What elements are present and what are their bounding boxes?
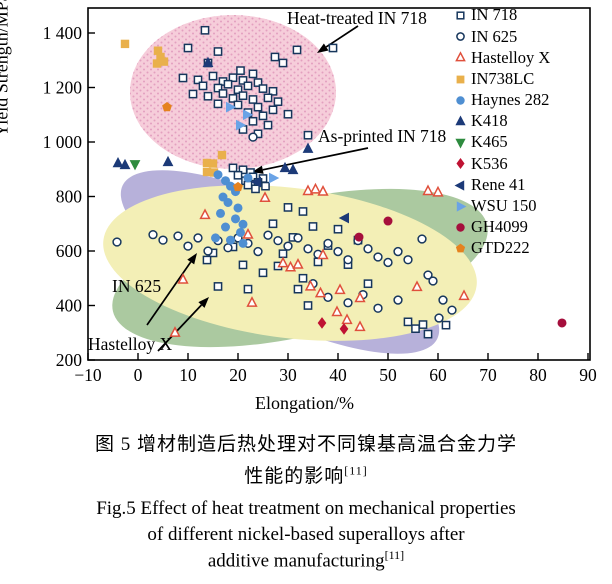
legend-label: IN738LC: [471, 68, 535, 88]
hastelloy-x-marker-icon: [455, 51, 466, 62]
annotation-in625: IN 625: [112, 276, 162, 296]
x-tick-label: 50: [379, 365, 397, 385]
legend-item-gh4099: GH4099: [454, 217, 550, 238]
x-tick-label: 90: [579, 365, 597, 385]
plot-legend: IN 718 IN 625 Hastelloy X IN738LC Haynes 282…: [454, 5, 550, 259]
legend-label: WSU 150: [471, 196, 537, 216]
annotation-as-printed-in718: As-printed IN 718: [318, 126, 447, 146]
caption-english-line3-text: additive manufacturing: [207, 550, 385, 572]
legend-item-k465: K465: [454, 132, 550, 153]
series-rene-41: [250, 176, 349, 224]
gh4099-marker-icon: [456, 223, 465, 232]
caption-chinese-line2-text: 性能的影响: [244, 466, 345, 487]
series-gh4099: [354, 216, 567, 328]
legend-label: Hastelloy X: [471, 47, 551, 67]
haynes-282-marker-icon: [456, 96, 465, 105]
y-tick-label: 400: [56, 296, 83, 316]
scatter-plot: −10 0 10 20 30 40 50 60 70 80 90 200 400 600 800 1 000 1…: [43, 7, 597, 385]
legend-item-haynes-282: Haynes 282: [454, 90, 550, 111]
y-tick-label: 1 400: [43, 23, 83, 43]
legend-label: Haynes 282: [471, 90, 550, 110]
legend-label: K465: [471, 132, 508, 152]
caption-english-line2: of different nickel-based superalloys af…: [147, 524, 465, 545]
x-tick-label: 60: [429, 365, 447, 385]
y-tick-label: 1 200: [43, 78, 83, 98]
annotation-arrow: [146, 253, 197, 326]
in-625-marker-icon: [456, 32, 465, 42]
series-gtd222: [162, 101, 243, 192]
caption-chinese-line2: 性能的影响[11]: [0, 461, 612, 488]
scatter-figure: −10 0 10 20 30 40 50 60 70 80 90 200 400 600 800 1 000 1…: [0, 0, 597, 413]
x-tick-label: 30: [279, 365, 297, 385]
legend-item-in738lc: IN738LC: [454, 69, 550, 90]
legend-item-gtd222: GTD222: [454, 238, 550, 259]
legend-label: IN 718: [471, 5, 518, 25]
legend-label: GTD222: [471, 238, 530, 258]
x-tick-label: 40: [329, 365, 347, 385]
in-718-marker-icon: [456, 11, 465, 20]
series-wsu-150: [226, 101, 280, 184]
k418-marker-icon: [455, 115, 466, 126]
series-k465: [129, 160, 141, 171]
x-tick-label: 70: [479, 365, 497, 385]
rene-41-marker-icon: [454, 180, 465, 191]
caption-chinese-line1: 图 5 增材制造后热处理对不同镍基高温合金力学: [94, 434, 517, 455]
legend-label: GH4099: [471, 217, 528, 237]
series-haynes-282: [211, 170, 253, 248]
x-tick-label: −10: [74, 365, 102, 385]
annotation-arrow: [317, 25, 359, 53]
k465-marker-icon: [455, 139, 466, 149]
legend-label: K536: [471, 153, 508, 173]
legend-label: IN 625: [471, 26, 518, 46]
legend-label: Rene 41: [471, 174, 526, 194]
y-tick-label: 600: [56, 241, 83, 261]
series-hastelloy-x: [169, 182, 470, 337]
legend-item-k418: K418: [454, 111, 550, 132]
y-tick-label: 200: [56, 350, 83, 370]
x-tick-label: 0: [134, 365, 143, 385]
annotation-hastelloy-x: Hastelloy X: [88, 334, 173, 354]
x-tick-label: 80: [529, 365, 547, 385]
legend-item-k536: K536: [454, 153, 550, 174]
caption-english-line1: Fig.5 Effect of heat treatment on mechan…: [96, 498, 516, 519]
annotation-arrow: [252, 147, 369, 174]
series-in738lc: [120, 39, 227, 177]
legend-item-rene-41: Rene 41: [454, 175, 550, 196]
legend-item-in-718: IN 718: [454, 5, 550, 26]
caption-reference-mark: [11]: [344, 463, 368, 478]
region-heat-treated-in-718-band: [130, 15, 336, 169]
x-tick-label: 20: [229, 365, 247, 385]
annotation-arrow: [157, 297, 209, 352]
x-tick-label: 10: [179, 365, 197, 385]
caption-english-line3: additive manufacturing[11]: [0, 548, 612, 572]
y-tick-label: 800: [56, 187, 83, 207]
legend-label: K418: [471, 111, 508, 131]
legend-item-hastelloy-x: Hastelloy X: [454, 47, 550, 68]
axes-frame: −10 0 10 20 30 40 50 60 70 80 90 200 400 600 800 1 000 1…: [43, 7, 597, 385]
series-k536: [317, 317, 349, 335]
legend-item-wsu-150: WSU 150: [454, 196, 550, 217]
y-axis-label: Yield Strength/MPa: [0, 0, 12, 137]
caption-reference-mark: [11]: [384, 548, 405, 562]
gtd222-marker-icon: [455, 243, 466, 253]
y-tick-label: 1 000: [43, 132, 83, 152]
legend-item-in-625: IN 625: [454, 26, 550, 47]
k536-marker-icon: [456, 158, 465, 170]
wsu-150-marker-icon: [456, 201, 467, 212]
series-k418: [112, 56, 314, 175]
in738lc-marker-icon: [456, 75, 465, 84]
x-axis-label: Elongation/%: [255, 393, 354, 413]
annotation-heat-treated-in718: Heat-treated IN 718: [287, 8, 427, 28]
